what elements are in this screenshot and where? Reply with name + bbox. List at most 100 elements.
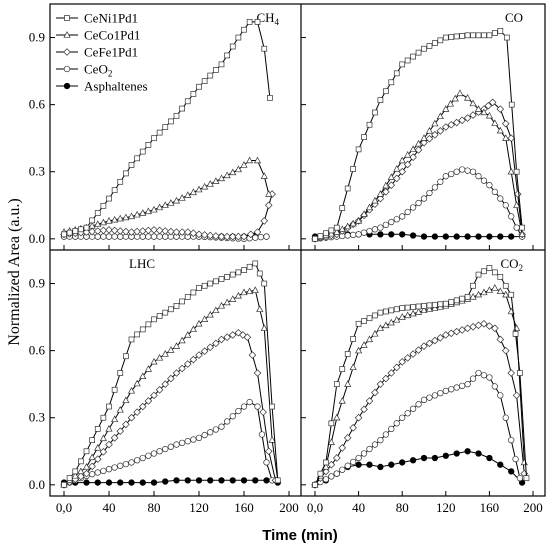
data-point <box>206 180 214 187</box>
data-point <box>404 304 411 311</box>
y-tick-label: 0.9 <box>29 30 45 45</box>
data-point <box>409 153 417 161</box>
legend-label: CeCo1Pd1 <box>84 28 140 43</box>
data-point <box>327 460 336 469</box>
data-point <box>88 222 96 229</box>
data-point <box>122 227 130 236</box>
data-point <box>399 459 406 466</box>
data-point <box>234 165 242 173</box>
data-point <box>421 45 427 52</box>
data-point <box>61 231 67 238</box>
data-point <box>469 168 477 175</box>
data-point <box>366 461 373 468</box>
legend-marker <box>63 48 71 56</box>
data-point <box>360 450 368 457</box>
data-point <box>360 229 368 236</box>
series-co-ch4 <box>60 156 273 235</box>
data-point <box>425 339 434 348</box>
data-point <box>404 410 411 417</box>
data-point <box>200 231 209 239</box>
data-point <box>502 134 510 141</box>
data-point <box>492 30 498 36</box>
data-point <box>377 224 384 231</box>
x-tick-label: 40 <box>352 500 365 515</box>
data-point <box>172 342 181 349</box>
data-point <box>167 346 175 353</box>
data-point <box>366 121 373 128</box>
data-point <box>431 336 439 345</box>
data-point <box>382 374 390 383</box>
data-point <box>196 285 202 291</box>
data-point <box>480 288 488 296</box>
data-point <box>377 436 384 444</box>
data-point <box>179 105 185 112</box>
data-point <box>398 167 406 176</box>
data-point <box>179 298 185 305</box>
data-point <box>513 190 522 198</box>
data-point <box>218 61 225 68</box>
data-point <box>139 209 147 216</box>
data-point <box>274 477 281 484</box>
data-point <box>195 351 203 359</box>
y-tick-label: 0.6 <box>29 343 46 358</box>
data-point <box>269 403 275 410</box>
data-point <box>83 479 90 486</box>
panel-label-subscript: 2 <box>519 263 524 273</box>
data-point <box>426 302 433 309</box>
data-point <box>189 229 198 238</box>
data-point <box>453 297 460 304</box>
data-point <box>328 420 335 427</box>
data-point <box>178 194 186 201</box>
data-point <box>156 448 163 455</box>
data-point <box>167 227 175 236</box>
data-point <box>127 413 136 422</box>
data-point <box>453 384 460 391</box>
data-point <box>344 462 351 469</box>
data-point <box>350 166 356 172</box>
data-point <box>167 443 175 450</box>
data-point <box>338 225 346 232</box>
data-point <box>213 278 219 285</box>
data-point <box>156 129 163 136</box>
data-point <box>223 418 231 425</box>
data-point <box>155 226 164 235</box>
data-point <box>127 228 136 236</box>
data-point <box>486 454 493 462</box>
data-point <box>365 335 374 343</box>
data-point <box>83 448 90 455</box>
data-point <box>133 210 141 218</box>
series-co-co <box>311 89 526 242</box>
data-point <box>355 216 363 224</box>
data-point <box>229 271 236 278</box>
data-point <box>420 233 428 240</box>
data-point <box>61 481 67 488</box>
x-tick-label: 0,0 <box>56 500 72 515</box>
data-point <box>267 95 273 101</box>
data-point <box>497 273 504 280</box>
data-point <box>508 468 515 475</box>
data-point <box>366 445 373 453</box>
data-point <box>497 233 504 240</box>
x-tick-label: 120 <box>189 500 209 515</box>
data-point <box>503 34 510 41</box>
data-point <box>420 454 428 462</box>
data-point <box>513 168 520 175</box>
data-point <box>178 336 186 344</box>
data-point <box>206 310 214 318</box>
data-point <box>464 294 471 300</box>
data-point <box>501 346 510 355</box>
data-point <box>360 210 368 217</box>
data-point <box>508 233 515 240</box>
data-point <box>399 231 406 238</box>
data-point <box>224 52 230 59</box>
data-point <box>229 295 237 302</box>
data-point <box>224 273 230 280</box>
data-point <box>496 126 504 134</box>
data-point <box>89 217 95 224</box>
data-point <box>241 267 247 273</box>
data-point <box>393 420 400 427</box>
data-point <box>322 476 330 483</box>
x-tick-label: 200 <box>523 500 543 515</box>
data-point <box>502 282 509 289</box>
